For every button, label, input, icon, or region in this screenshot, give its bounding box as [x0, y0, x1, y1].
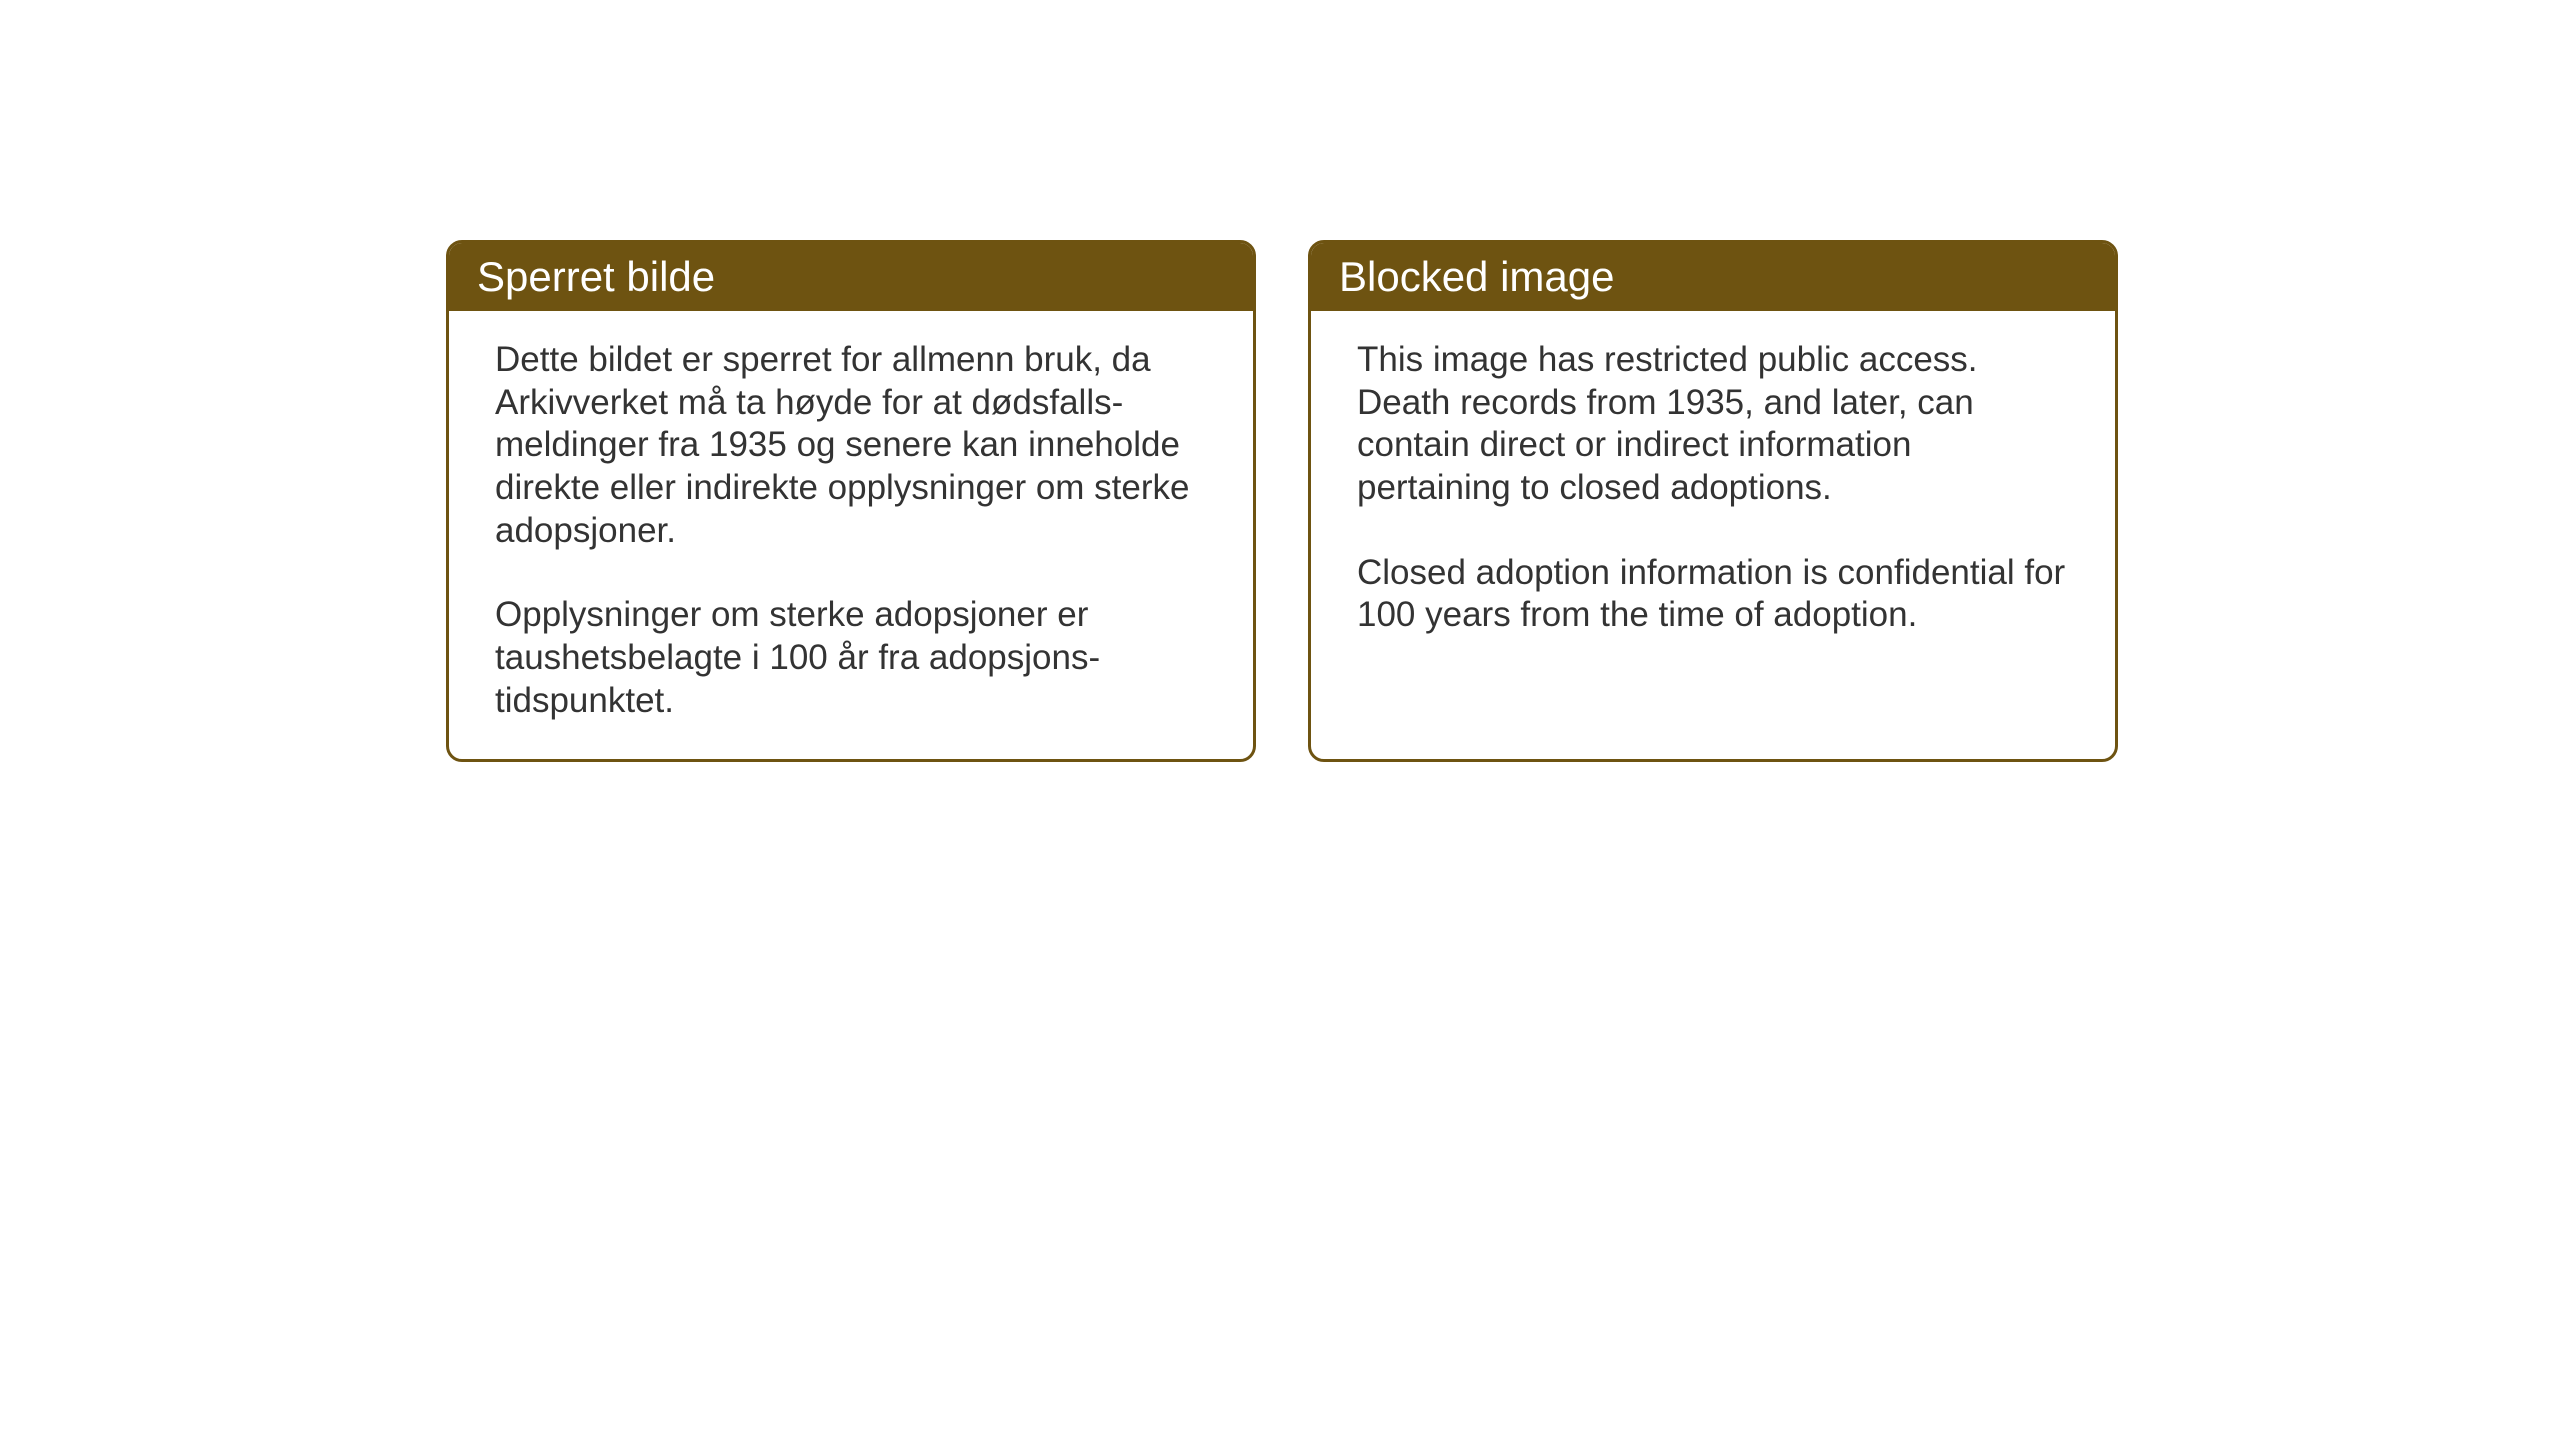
card-body-english: This image has restricted public access.…: [1311, 311, 2115, 673]
card-paragraph-1-english: This image has restricted public access.…: [1357, 339, 2069, 510]
card-paragraph-1-norwegian: Dette bildet er sperret for allmenn bruk…: [495, 339, 1207, 552]
card-paragraph-2-norwegian: Opplysninger om sterke adopsjoner er tau…: [495, 594, 1207, 722]
card-title-norwegian: Sperret bilde: [477, 253, 715, 300]
card-paragraph-2-english: Closed adoption information is confident…: [1357, 552, 2069, 637]
notice-container: Sperret bilde Dette bildet er sperret fo…: [446, 240, 2118, 762]
card-body-norwegian: Dette bildet er sperret for allmenn bruk…: [449, 311, 1253, 759]
notice-card-english: Blocked image This image has restricted …: [1308, 240, 2118, 762]
card-header-norwegian: Sperret bilde: [449, 243, 1253, 311]
card-header-english: Blocked image: [1311, 243, 2115, 311]
card-title-english: Blocked image: [1339, 253, 1614, 300]
notice-card-norwegian: Sperret bilde Dette bildet er sperret fo…: [446, 240, 1256, 762]
